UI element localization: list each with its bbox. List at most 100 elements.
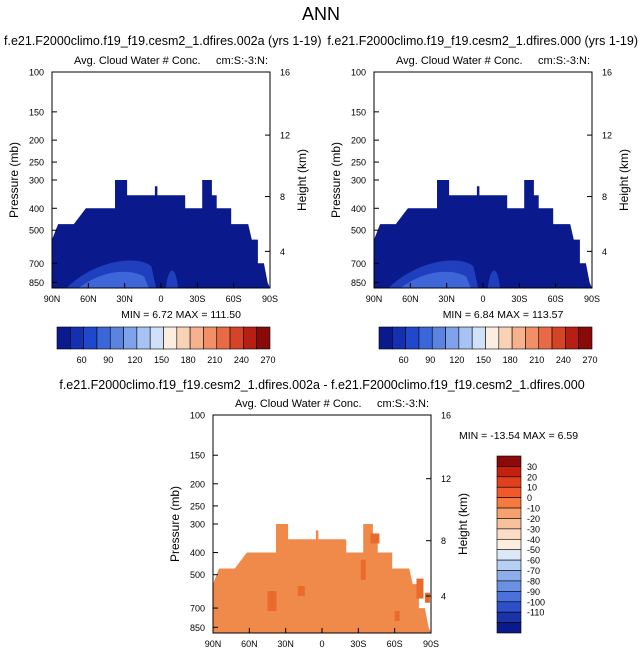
colorbar-cell <box>256 326 271 350</box>
y-tick-label: 400 <box>351 204 366 214</box>
x-tick-label: 60N <box>80 294 97 304</box>
colorbar-cell <box>496 580 522 592</box>
y-tick-right-label: 16 <box>602 68 612 78</box>
colorbar-cell <box>496 622 522 634</box>
y-tick-label: 700 <box>29 259 44 269</box>
y-tick-label: 200 <box>351 136 366 146</box>
y-tick-right-label: 12 <box>441 474 451 484</box>
x-tick-label: 0 <box>480 294 485 304</box>
x-tick-label: 0 <box>319 639 324 649</box>
y-axis-right-label: Height (km) <box>617 149 631 211</box>
x-tick-label: 90N <box>366 294 383 304</box>
colorbar-label: 270 <box>260 355 275 365</box>
y-tick-label: 400 <box>29 204 44 214</box>
y-tick-label: 300 <box>351 176 366 186</box>
subtitle-left: Avg. Cloud Water # Conc. <box>235 398 362 410</box>
colorbar-label: 150 <box>476 355 491 365</box>
colorbar-cell <box>496 591 522 603</box>
y-tick-right-label: 4 <box>280 247 285 257</box>
y-tick-label: 500 <box>351 226 366 236</box>
subtitle-right: cm:S:-3:N: <box>538 55 590 67</box>
colorbar-label: -50 <box>527 545 540 555</box>
colorbar-label: 30 <box>527 462 537 472</box>
subtitle-left: Avg. Cloud Water # Conc. <box>396 55 523 67</box>
colorbar-cell <box>216 326 231 350</box>
x-tick-label: 0 <box>158 294 163 304</box>
y-tick-label: 250 <box>351 158 366 168</box>
field-contour-eq <box>165 270 178 288</box>
y-axis-right-label: Height (km) <box>456 493 470 555</box>
colorbar-label: 60 <box>77 355 87 365</box>
y-tick-label: 250 <box>29 158 44 168</box>
x-tick-label: 90S <box>423 639 439 649</box>
field-fill <box>52 180 270 288</box>
y-tick-label: 200 <box>29 136 44 146</box>
field-contour-light <box>400 271 471 288</box>
min-max-label: MIN = 6.72 MAX = 111.50 <box>121 309 241 321</box>
colorbar-cell <box>189 326 204 350</box>
colorbar-label: 150 <box>154 355 169 365</box>
y-axis-label: Pressure (mb) <box>168 486 182 562</box>
colorbar-label: -20 <box>527 514 540 524</box>
field <box>213 524 431 633</box>
y-tick-label: 300 <box>190 520 205 530</box>
colorbar-cell <box>56 326 71 350</box>
diff-streak <box>370 533 380 544</box>
x-tick-label: 90N <box>44 294 61 304</box>
colorbar-cell <box>405 326 420 350</box>
colorbar-label: -100 <box>527 597 545 607</box>
colorbar-label: -30 <box>527 524 540 534</box>
y-tick-right-label: 16 <box>441 411 451 421</box>
colorbar-cell <box>496 549 522 561</box>
min-max-label: MIN = 6.84 MAX = 113.57 <box>443 309 564 321</box>
colorbar-label: 180 <box>181 355 196 365</box>
x-tick-label: 90S <box>584 294 600 304</box>
field-contour-light <box>78 271 149 288</box>
colorbar-cell <box>496 518 522 530</box>
colorbar-label: 20 <box>527 472 537 482</box>
colorbar-label: -80 <box>527 576 540 586</box>
colorbar-cell <box>496 455 522 467</box>
colorbar-cell <box>565 326 579 350</box>
y-tick-label: 850 <box>190 623 205 633</box>
y-tick-label: 250 <box>190 501 205 511</box>
colorbar-label: -60 <box>527 556 540 566</box>
colorbar-label: 180 <box>503 355 518 365</box>
x-tick-label: 90S <box>262 294 278 304</box>
colorbar-cell <box>538 326 553 350</box>
colorbar-cell <box>70 326 84 350</box>
colorbar-label: -70 <box>527 566 540 576</box>
y-tick-label: 500 <box>190 570 205 580</box>
y-tick-label: 700 <box>190 604 205 614</box>
y-tick-right-label: 12 <box>602 131 612 141</box>
diff-streak <box>424 592 430 603</box>
colorbar-label: 120 <box>127 355 142 365</box>
x-tick-label: 60N <box>241 639 258 649</box>
x-tick-label: 30S <box>350 639 366 649</box>
y-tick-label: 300 <box>29 176 44 186</box>
colorbar-cell <box>96 326 111 350</box>
x-tick-label: 30N <box>116 294 133 304</box>
colorbar-label: 0 <box>527 493 532 503</box>
colorbar-cell <box>136 326 151 350</box>
panel-3: f.e21.F2000climo.f19_f19.cesm2_1.dfires.… <box>59 378 584 649</box>
colorbar-cell <box>163 326 178 350</box>
x-tick-label: 60N <box>402 294 419 304</box>
y-tick-right-label: 8 <box>441 536 446 546</box>
colorbar-label: 10 <box>527 483 537 493</box>
colorbar-cell <box>496 538 522 551</box>
colorbar-cell <box>496 611 522 623</box>
y-tick-right-label: 8 <box>280 192 285 202</box>
colorbar-cell <box>83 326 98 350</box>
colorbar-label: -110 <box>527 608 544 618</box>
colorbar-label: 240 <box>234 355 249 365</box>
panel-1: f.e21.F2000climo.f19_f19.cesm2_1.dfires.… <box>4 34 322 365</box>
field-contour-eq <box>487 270 500 288</box>
colorbar-label: -10 <box>527 504 540 514</box>
x-tick-label: 60S <box>226 294 242 304</box>
colorbar: 3020100-10-20-30-40-50-60-70-80-90-100-1… <box>496 455 545 634</box>
colorbar-cell <box>551 326 566 350</box>
colorbar-label: 240 <box>556 355 571 365</box>
colorbar-cell <box>498 326 513 350</box>
y-tick-label: 850 <box>29 278 44 288</box>
